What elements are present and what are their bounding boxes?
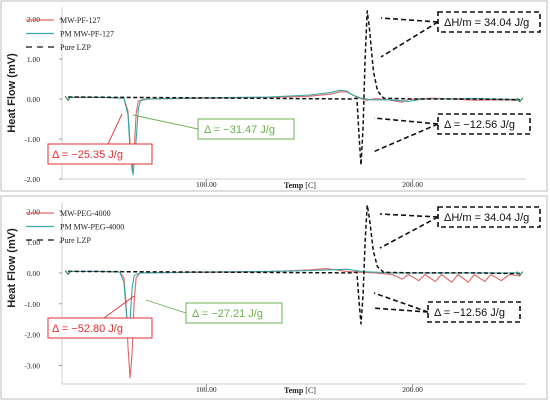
annotation-text: Δ = −12.56 J/g [434, 307, 505, 319]
annotation-text: ΔH/m = 34.04 J/g [444, 17, 529, 29]
y-tick-label: -3.00 [24, 361, 40, 370]
annotation-leader [380, 17, 439, 23]
legend-label: MW-PF-127 [60, 16, 100, 25]
annotation-text: Δ = −27.21 J/g [192, 308, 263, 320]
x-tick-label: 200.00 [402, 385, 423, 394]
y-tick-label: -2.00 [24, 331, 40, 340]
chart-2: 2.00 1.00 0.00 -1.00 -2.00 -3.00 100.00 200.00 H… [0, 195, 548, 400]
annotation-text: Δ = −25.35 J/g [52, 149, 123, 161]
legend-label: MW-PEG-4000 [60, 209, 111, 218]
annotation-box [427, 301, 521, 323]
annotation-box [47, 317, 153, 339]
baseline-start-marker [64, 95, 72, 102]
y-tick-label: -1.00 [24, 300, 40, 309]
x-tick-label: 200.00 [402, 180, 423, 189]
annotation-text: Δ = −52.80 J/g [52, 323, 123, 335]
chart-frame [0, 0, 548, 192]
legend-label: PM MW-PF-127 [60, 30, 114, 39]
legend-label: PM MW-PEG-4000 [60, 223, 124, 232]
annotation-leader [380, 21, 439, 58]
y-tick-label: 0.00 [27, 95, 40, 104]
x-tick-label: 100.00 [196, 180, 217, 189]
annotation-box [185, 302, 283, 324]
series-line-pure-lzp [68, 10, 520, 166]
y-tick-label: -2.00 [24, 175, 40, 184]
x-axis-label-text: Temp [284, 181, 305, 190]
baseline-end-marker [516, 97, 524, 103]
annotation-leader [379, 213, 439, 218]
legend-label: Pure LZP [60, 43, 91, 52]
annotation-box [437, 206, 541, 228]
annotation-leader [373, 292, 429, 313]
x-axis-label-unit: [C] [305, 386, 316, 395]
legend-label: Pure LZP [60, 236, 91, 245]
annotation-box [437, 11, 541, 33]
x-tick-label: 100.00 [196, 385, 217, 394]
annotation-box [47, 143, 153, 165]
x-axis-label: Temp [C] [284, 181, 316, 190]
y-tick-label: -1.00 [24, 135, 40, 144]
annotation-leader [145, 299, 187, 314]
annotation-box [437, 113, 531, 135]
annotation-leader [132, 114, 199, 130]
x-axis-label: Temp [C] [284, 386, 316, 395]
annotation-text: Δ = −31.47 J/g [204, 124, 275, 136]
annotation-leader [107, 113, 123, 145]
annotation-text: Δ = −12.56 J/g [444, 119, 515, 131]
x-axis-label-text: Temp [284, 386, 305, 395]
y-axis-label: Heat Flow (mV) [6, 228, 18, 308]
annotation-box [197, 118, 295, 140]
x-axis-label-unit: [C] [305, 181, 316, 190]
baseline-start-marker [64, 269, 72, 276]
series-line-pure-lzp [68, 204, 520, 325]
annotation-leader [373, 117, 439, 125]
baseline-end-marker [516, 271, 524, 277]
y-tick-label: 1.00 [27, 238, 40, 247]
y-tick-label: 1.00 [27, 55, 40, 64]
annotation-text: ΔH/m = 34.04 J/g [444, 212, 529, 224]
y-tick-label: 2.00 [27, 207, 40, 216]
annotation-leader [103, 295, 135, 319]
chart-frame [0, 195, 548, 400]
annotation-leader [379, 216, 439, 249]
annotation-leader [371, 307, 429, 313]
annotation-leader [372, 123, 439, 153]
series-line-mw-peg-4000 [68, 268, 520, 379]
y-tick-label: 0.00 [27, 269, 40, 278]
y-axis-label: Heat Flow (mV) [6, 53, 18, 133]
